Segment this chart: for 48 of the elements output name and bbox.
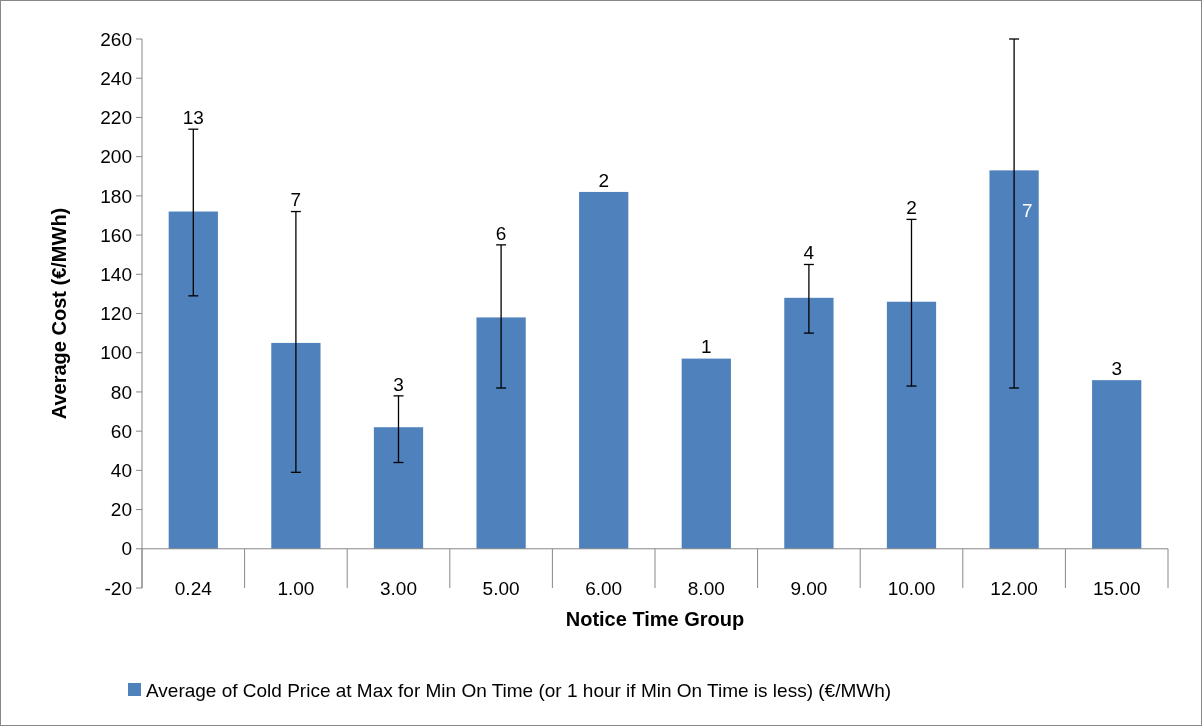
annotation: 6	[495, 222, 507, 244]
bar	[681, 358, 731, 549]
y-tick-label: 160	[100, 224, 132, 246]
x-tick-label: 5.00	[482, 577, 520, 599]
bar	[579, 191, 629, 549]
y-tick-label: 40	[110, 460, 132, 482]
annotation: 2	[598, 169, 609, 191]
x-axis-title: Notice Time Group	[565, 608, 745, 630]
bar	[989, 170, 1039, 549]
legend-label: Average of Cold Price at Max for Min On Time (or 1 hour if Min On Time is less) (€/MWh)	[146, 679, 892, 701]
x-tick-label: 8.00	[687, 577, 725, 599]
y-tick-label: 260	[100, 28, 132, 50]
y-tick-label: 100	[100, 342, 132, 364]
bar	[168, 211, 218, 549]
y-tick-label: 180	[100, 185, 132, 207]
annotation: 7	[290, 189, 302, 211]
x-tick-label: 15.00	[1092, 577, 1141, 599]
x-tick-label: 1.00	[277, 577, 315, 599]
y-axis-title: Average Cost (€/MWh)	[48, 207, 70, 420]
y-tick-label: 220	[100, 107, 132, 129]
annotation: 2	[906, 197, 917, 219]
x-tick-label: 12.00	[990, 577, 1038, 599]
x-tick-label: 3.00	[380, 577, 417, 599]
annotation: 13	[182, 106, 204, 128]
bar	[886, 301, 937, 549]
y-tick-label: 20	[110, 499, 132, 521]
y-tick-label: 200	[100, 146, 132, 168]
annotation: 7	[1022, 200, 1033, 222]
x-tick-label: 10.00	[887, 577, 936, 599]
annotation: 3	[1111, 357, 1122, 379]
annotation: 4	[803, 242, 815, 264]
y-tick-label: 80	[110, 381, 132, 403]
x-tick-label: 9.00	[790, 577, 828, 599]
x-tick-label: 0.24	[174, 577, 213, 599]
y-tick-label: 60	[110, 420, 132, 442]
annotation: 1	[701, 336, 712, 358]
x-tick-label: 6.00	[585, 577, 623, 599]
bar	[784, 297, 834, 549]
bar	[271, 342, 321, 549]
bar	[1092, 380, 1142, 549]
y-tick-label: 0	[121, 538, 132, 560]
bar	[373, 427, 424, 549]
annotation: 3	[393, 373, 404, 395]
y-tick-label: 120	[100, 303, 132, 325]
bar	[476, 317, 526, 549]
y-tick-label: 140	[100, 263, 132, 285]
y-tick-label: -20	[104, 577, 132, 599]
y-tick-label: 240	[100, 67, 132, 89]
